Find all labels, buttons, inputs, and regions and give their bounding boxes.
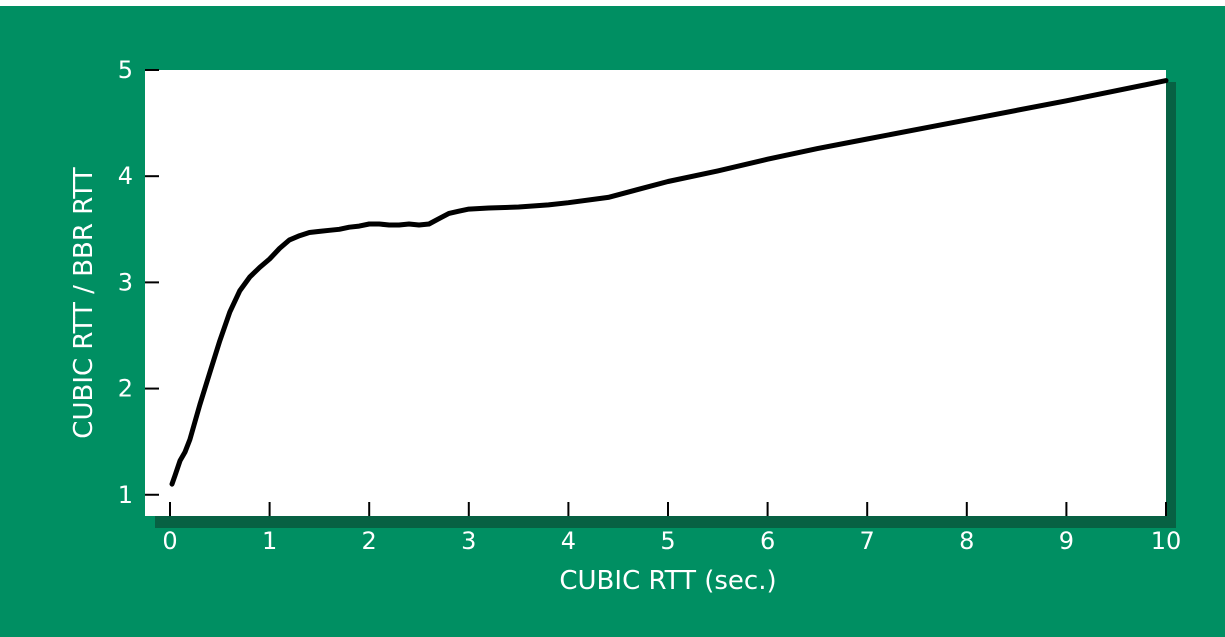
y-tick-label: 1 bbox=[118, 481, 133, 509]
y-tick-label: 2 bbox=[118, 375, 133, 403]
plot-area bbox=[145, 70, 1166, 516]
y-axis-title: CUBIC RTT / BBR RTT bbox=[69, 167, 99, 438]
x-tick-label: 10 bbox=[1151, 527, 1182, 555]
x-tick-label: 1 bbox=[262, 527, 277, 555]
x-tick-label: 2 bbox=[362, 527, 377, 555]
series-line-0 bbox=[169, 78, 1169, 487]
x-tick-label: 8 bbox=[959, 527, 974, 555]
top-strip bbox=[0, 0, 1225, 6]
x-tick-label: 4 bbox=[561, 527, 576, 555]
x-tick-label: 9 bbox=[1059, 527, 1074, 555]
x-tick-label: 3 bbox=[461, 527, 476, 555]
y-tick-label: 3 bbox=[118, 268, 133, 296]
y-tick-label: 5 bbox=[118, 56, 133, 84]
x-tick-label: 0 bbox=[162, 527, 177, 555]
y-tick-label: 4 bbox=[118, 162, 133, 190]
x-tick-label: 7 bbox=[860, 527, 875, 555]
x-axis-title: CUBIC RTT (sec.) bbox=[559, 566, 776, 596]
x-tick-label: 6 bbox=[760, 527, 775, 555]
x-tick-label: 5 bbox=[660, 527, 675, 555]
